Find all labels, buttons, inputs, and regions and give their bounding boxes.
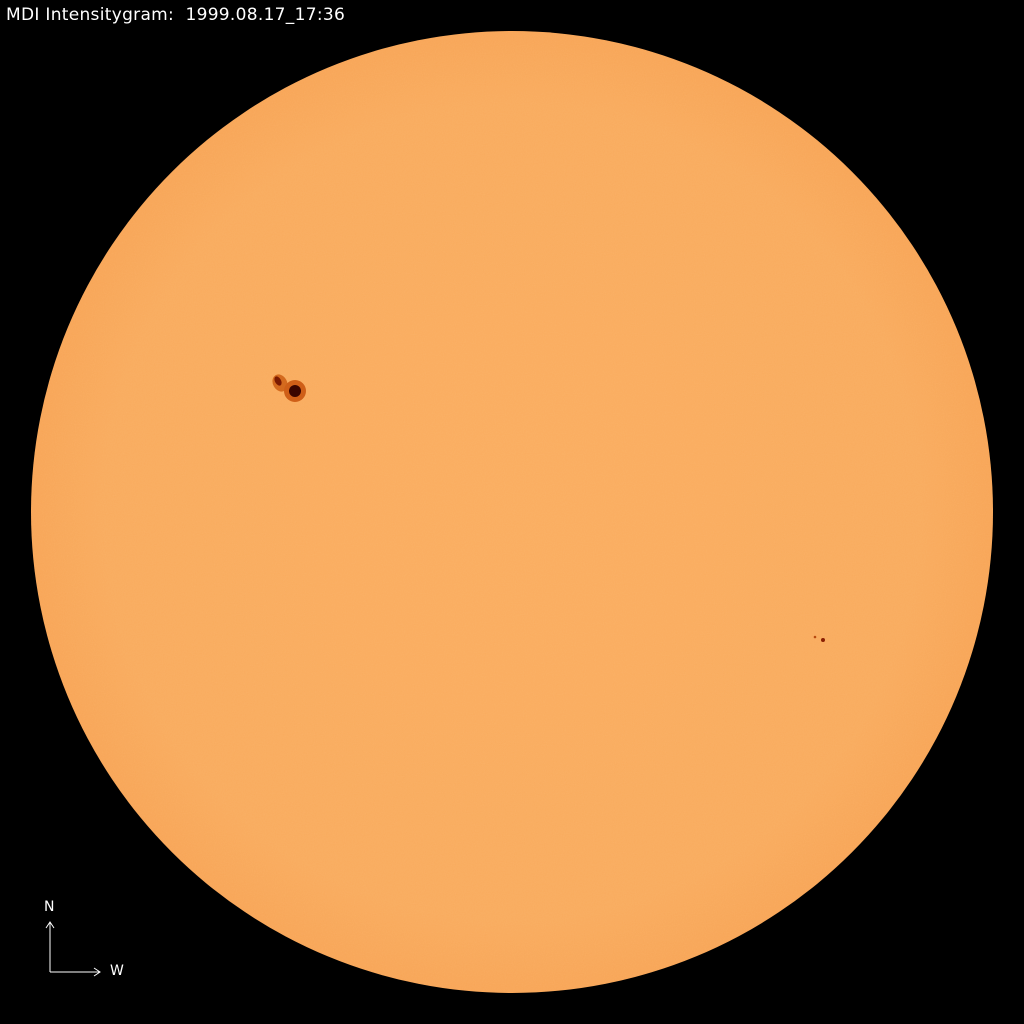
sunspot-group-northeast: [272, 374, 306, 402]
sunspot-group-southwest: [813, 635, 825, 642]
compass-north-label: N: [44, 899, 55, 915]
granulation-texture: [31, 31, 993, 993]
image-title: MDI Intensitygram: 1999.08.17_17:36: [6, 5, 346, 25]
compass-west-label: W: [110, 963, 124, 979]
compass-arrows: [45, 921, 101, 977]
